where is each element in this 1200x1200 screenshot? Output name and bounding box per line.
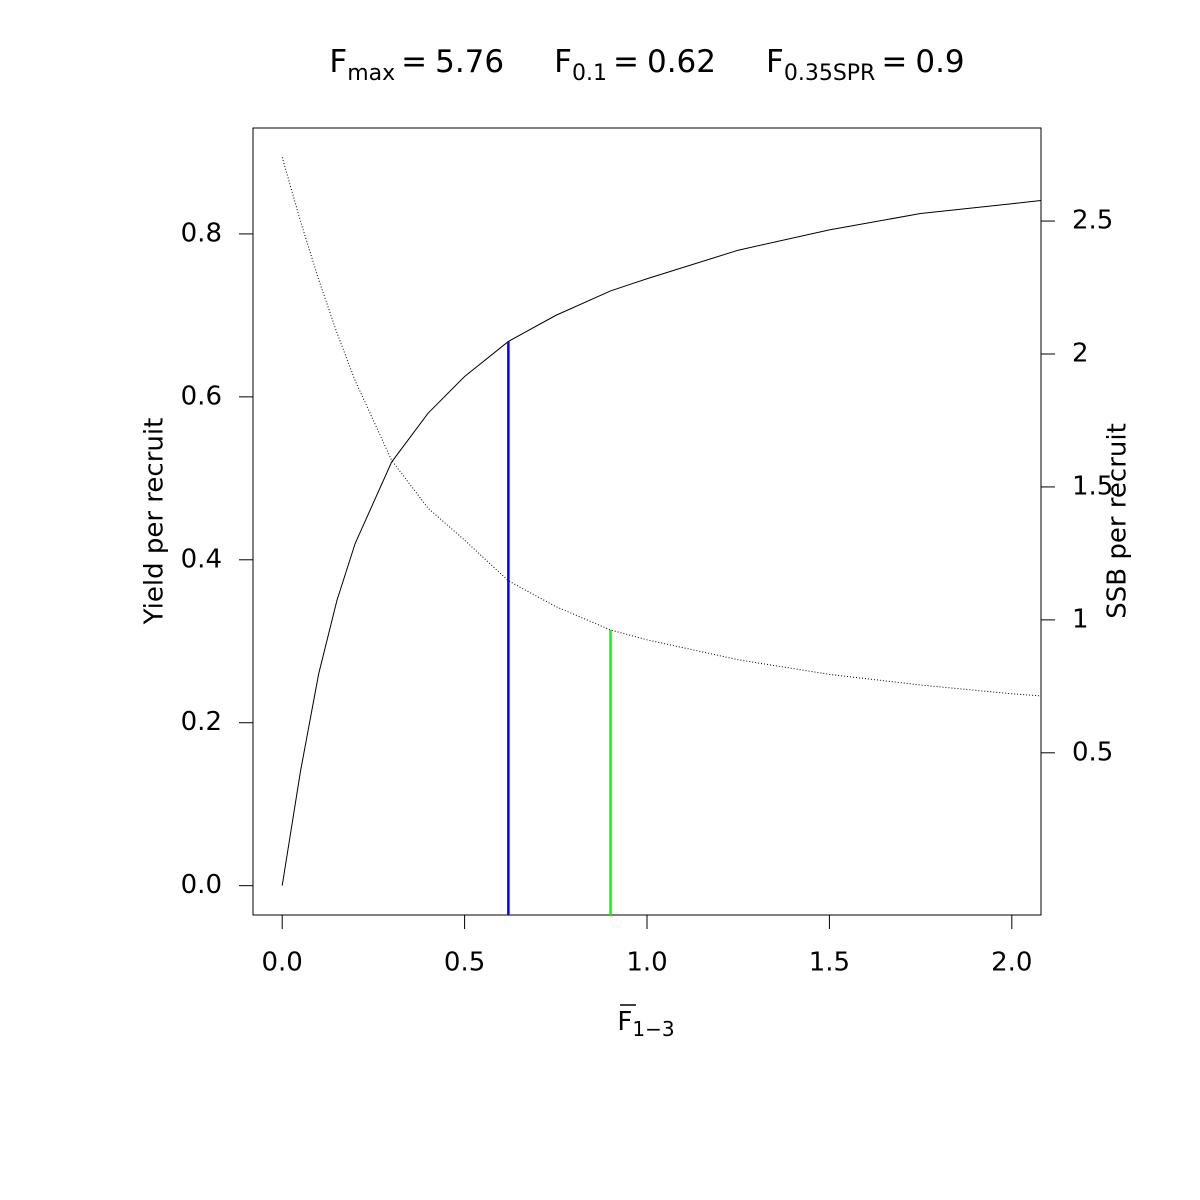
y2-tick-label: 1 — [1072, 604, 1089, 634]
y-tick-label: 0.4 — [181, 544, 222, 574]
x-tick-label: 2.0 — [991, 948, 1032, 978]
title-value: 5.76 — [435, 44, 504, 80]
plot-frame — [252, 127, 1042, 916]
x-tick-label: 0.5 — [444, 948, 485, 978]
x-tick-label: 1.0 — [626, 948, 667, 978]
x-tick-label: 0.0 — [262, 948, 303, 978]
title-symbol: F — [766, 44, 784, 80]
title-value: 0.62 — [647, 44, 716, 80]
y2-tick-label: 0.5 — [1072, 737, 1113, 767]
title-subscript: max — [347, 61, 395, 86]
x-axis-label: F1−3 — [617, 1007, 674, 1041]
y-tick-label: 0.2 — [181, 707, 222, 737]
title-symbol: F — [329, 44, 347, 80]
title-operator: = — [881, 44, 907, 80]
title-operator: = — [613, 44, 639, 80]
y2-axis-label: SSB per recruit — [1103, 423, 1133, 619]
title-subscript: 0.1 — [572, 61, 607, 86]
x-tick-label: 1.5 — [809, 948, 850, 978]
series-line — [281, 200, 1042, 886]
chart-title: Fmax = 5.76 F0.1 = 0.62 F0.35SPR = 0.9 — [329, 44, 964, 86]
title-value: 0.9 — [915, 44, 964, 80]
x-label-symbol: F — [617, 1007, 632, 1037]
title-operator: = — [401, 44, 427, 80]
y2-tick-label: 2 — [1072, 338, 1089, 368]
y-tick-label: 0.8 — [181, 218, 222, 248]
title-symbol: F — [554, 44, 572, 80]
y2-tick-label: 1.5 — [1072, 471, 1113, 501]
y-axis-label: Yield per recruit — [140, 418, 170, 626]
y-tick-label: 0.0 — [181, 870, 222, 900]
y-tick-label: 0.6 — [181, 381, 222, 411]
series-line — [281, 157, 1042, 697]
title-subscript: 0.35SPR — [784, 61, 876, 86]
y2-tick-label: 2.5 — [1072, 206, 1113, 236]
x-label-subscript: 1−3 — [632, 1017, 674, 1041]
